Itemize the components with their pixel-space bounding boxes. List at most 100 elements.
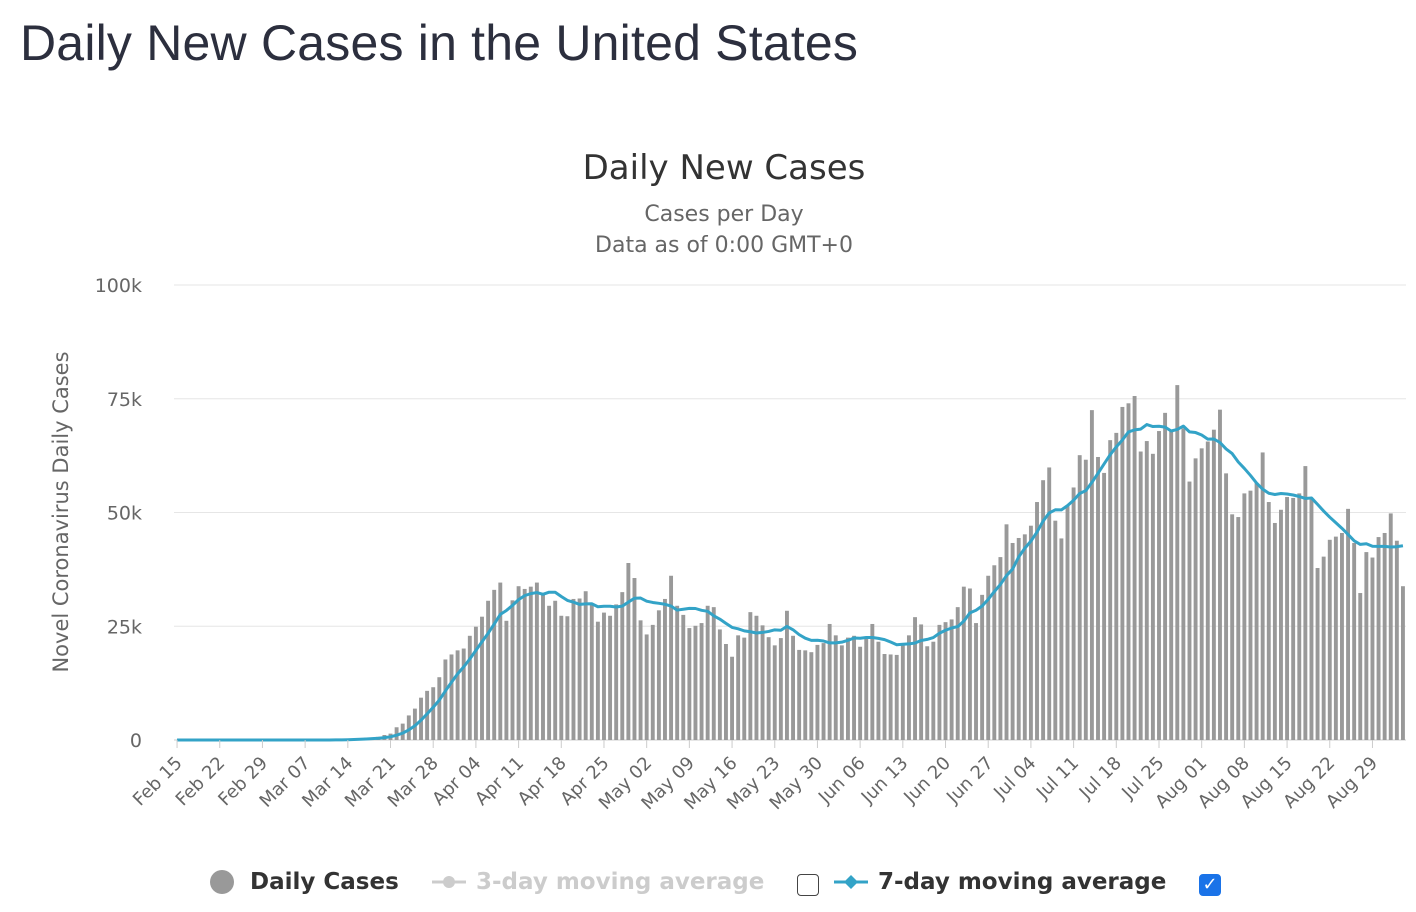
- bar[interactable]: [1321, 556, 1326, 740]
- bar[interactable]: [656, 610, 661, 740]
- bar[interactable]: [1291, 497, 1296, 740]
- bar[interactable]: [1163, 412, 1168, 740]
- bar[interactable]: [1169, 430, 1174, 740]
- bar[interactable]: [455, 650, 460, 740]
- bar[interactable]: [1010, 542, 1015, 740]
- bar[interactable]: [1394, 540, 1399, 740]
- bar[interactable]: [1187, 481, 1192, 740]
- bar[interactable]: [510, 600, 515, 740]
- bar[interactable]: [565, 616, 570, 740]
- bar[interactable]: [1157, 431, 1161, 740]
- legend-daily-cases[interactable]: Daily Cases: [210, 864, 399, 900]
- bar[interactable]: [815, 644, 820, 740]
- bar[interactable]: [1102, 472, 1107, 740]
- bar[interactable]: [681, 614, 686, 741]
- bar[interactable]: [778, 638, 783, 740]
- bar[interactable]: [1022, 534, 1027, 740]
- bar[interactable]: [931, 641, 936, 740]
- 3-day-average-checkbox[interactable]: [797, 874, 819, 896]
- bar[interactable]: [1358, 593, 1363, 740]
- bar[interactable]: [699, 623, 704, 740]
- bar[interactable]: [547, 605, 552, 740]
- bar[interactable]: [663, 598, 667, 740]
- bar[interactable]: [1028, 525, 1033, 740]
- bar[interactable]: [943, 622, 948, 740]
- bar[interactable]: [602, 612, 606, 740]
- bar[interactable]: [1096, 456, 1100, 740]
- bar[interactable]: [760, 625, 765, 740]
- bar[interactable]: [486, 600, 491, 740]
- bar[interactable]: [1352, 542, 1357, 740]
- bar[interactable]: [894, 654, 899, 740]
- bar[interactable]: [1089, 410, 1094, 741]
- bar[interactable]: [1272, 522, 1277, 740]
- bar[interactable]: [571, 598, 576, 740]
- bar[interactable]: [858, 646, 863, 740]
- bar[interactable]: [1254, 482, 1259, 740]
- bar[interactable]: [1053, 520, 1058, 740]
- bar[interactable]: [1242, 493, 1247, 740]
- bar[interactable]: [754, 615, 759, 740]
- bar[interactable]: [1346, 508, 1351, 740]
- bar[interactable]: [821, 643, 826, 740]
- bar[interactable]: [1388, 513, 1393, 740]
- bar[interactable]: [864, 637, 869, 741]
- bar[interactable]: [467, 635, 472, 740]
- bar[interactable]: [632, 578, 637, 740]
- moving-average-series[interactable]: [177, 423, 1404, 742]
- bar[interactable]: [998, 557, 1003, 740]
- bar[interactable]: [650, 624, 655, 740]
- bar[interactable]: [534, 582, 539, 740]
- bar[interactable]: [626, 563, 631, 740]
- bar[interactable]: [620, 592, 625, 741]
- bar[interactable]: [967, 588, 972, 740]
- bar[interactable]: [449, 654, 454, 740]
- bar[interactable]: [1004, 524, 1009, 740]
- bar[interactable]: [730, 656, 735, 740]
- bar[interactable]: [687, 628, 692, 740]
- bar[interactable]: [1248, 490, 1253, 740]
- bar[interactable]: [1218, 409, 1222, 740]
- bar[interactable]: [1266, 502, 1271, 740]
- bar[interactable]: [443, 659, 448, 740]
- bar-series[interactable]: [333, 385, 1405, 741]
- seven-day-average-line[interactable]: [177, 423, 1404, 742]
- bar[interactable]: [705, 605, 710, 740]
- 7-day-average-checkbox[interactable]: ✓: [1199, 874, 1221, 896]
- bar[interactable]: [888, 654, 893, 740]
- bar[interactable]: [992, 565, 997, 740]
- bar[interactable]: [711, 607, 716, 740]
- bar[interactable]: [675, 605, 680, 740]
- bar[interactable]: [785, 610, 789, 740]
- bar[interactable]: [1224, 473, 1229, 740]
- bar[interactable]: [577, 598, 582, 741]
- bar[interactable]: [724, 644, 728, 740]
- bar[interactable]: [1193, 458, 1198, 740]
- bar[interactable]: [1370, 557, 1375, 740]
- bar[interactable]: [1071, 487, 1076, 740]
- bar[interactable]: [955, 607, 960, 740]
- bar[interactable]: [1065, 505, 1070, 740]
- bar[interactable]: [559, 615, 564, 740]
- bar[interactable]: [827, 623, 832, 740]
- bar[interactable]: [986, 575, 991, 740]
- bar[interactable]: [473, 626, 478, 740]
- bar[interactable]: [717, 629, 722, 740]
- bar[interactable]: [1211, 429, 1216, 740]
- bar[interactable]: [1199, 448, 1204, 740]
- bar[interactable]: [1120, 406, 1125, 740]
- bar[interactable]: [638, 620, 643, 740]
- bar[interactable]: [553, 600, 558, 740]
- bar[interactable]: [876, 641, 881, 740]
- bar[interactable]: [1236, 517, 1241, 740]
- bar[interactable]: [925, 646, 930, 740]
- bar[interactable]: [1077, 455, 1082, 740]
- bar[interactable]: [1047, 467, 1052, 740]
- bar[interactable]: [803, 650, 808, 740]
- bar[interactable]: [437, 677, 442, 740]
- bar[interactable]: [845, 637, 850, 741]
- bar[interactable]: [522, 588, 527, 740]
- bar[interactable]: [595, 621, 600, 740]
- bar[interactable]: [900, 643, 905, 740]
- bar[interactable]: [1114, 432, 1119, 741]
